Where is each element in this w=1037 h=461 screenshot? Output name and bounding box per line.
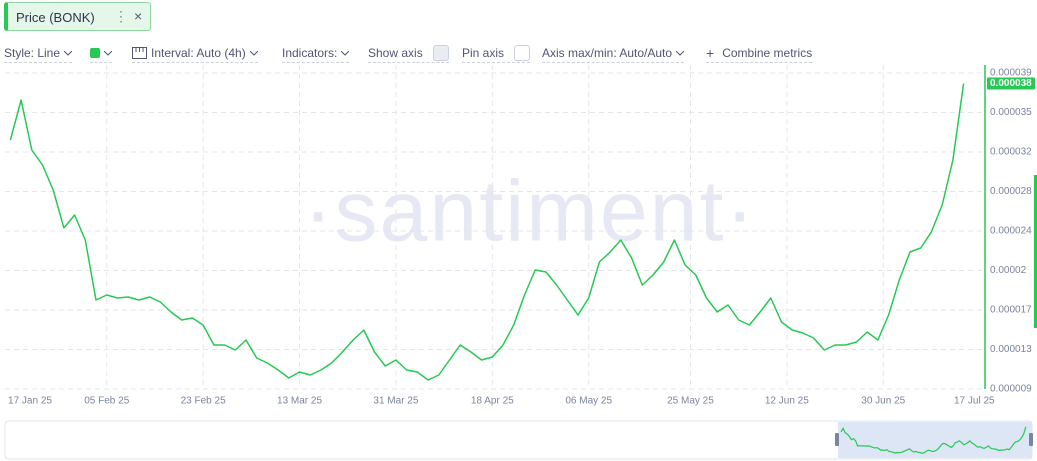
show-axis-toggle[interactable]: Show axis xyxy=(368,44,449,63)
y-tick-label: 0.00002 xyxy=(990,265,1027,276)
y-tick-label: 0.000032 xyxy=(990,147,1032,158)
interval-icon xyxy=(132,47,147,59)
chevron xyxy=(249,50,258,56)
last-value-label: 0.000038 xyxy=(990,78,1032,89)
color-swatch xyxy=(90,48,100,58)
axis-minmax-label: Axis max/min: Auto/Auto xyxy=(542,46,673,60)
color-select[interactable] xyxy=(90,44,112,63)
indicators-select[interactable]: Indicators: xyxy=(282,44,350,63)
pin-axis-toggle[interactable]: Pin axis xyxy=(462,44,531,63)
metric-tab[interactable]: Price (BONK) ⋮ × xyxy=(4,2,151,31)
x-tick-label: 25 May 25 xyxy=(667,396,714,407)
x-tick-label: 23 Feb 25 xyxy=(181,396,226,407)
interval-label: Interval: Auto (4h) xyxy=(151,46,246,60)
watermark: ·santiment· xyxy=(304,164,756,260)
combine-button[interactable]: + Combine metrics xyxy=(706,44,813,63)
combine-label: Combine metrics xyxy=(722,46,813,60)
navigator[interactable] xyxy=(4,420,1033,460)
chevron xyxy=(104,50,112,56)
tab-title: Price (BONK) xyxy=(16,10,95,25)
tab-close[interactable]: × xyxy=(134,8,143,24)
chevron xyxy=(64,50,73,56)
x-tick-label: 30 Jun 25 xyxy=(861,396,905,407)
pin-axis-label: Pin axis xyxy=(462,46,505,60)
x-tick-label: 17 Jul 25 xyxy=(954,396,995,407)
navigator-selection[interactable] xyxy=(838,422,1032,458)
x-tick-label: 13 Mar 25 xyxy=(277,396,322,407)
checkbox-checked xyxy=(432,45,449,61)
style-select[interactable]: Style: Line xyxy=(4,44,73,63)
y-tick-label: 0.000009 xyxy=(990,384,1032,395)
last-value-badge xyxy=(987,77,1035,90)
y-tick-label: 0.000039 xyxy=(990,68,1032,79)
indicators-label: Indicators: xyxy=(282,46,338,60)
show-axis-label: Show axis xyxy=(368,46,423,60)
tab-menu[interactable]: ⋮ xyxy=(114,8,128,24)
plus-icon: + xyxy=(706,45,715,61)
navigator-handle[interactable] xyxy=(1029,433,1033,446)
x-tick-label: 12 Jun 25 xyxy=(765,396,809,407)
navigator-line xyxy=(840,426,1027,454)
x-tick-label: 17 Jan 25 xyxy=(8,396,52,407)
checkbox xyxy=(514,45,531,61)
x-tick-label: 06 May 25 xyxy=(565,396,612,407)
x-tick-label: 05 Feb 25 xyxy=(84,396,129,407)
y-tick-label: 0.000028 xyxy=(990,186,1032,197)
y-tick-label: 0.000024 xyxy=(990,226,1032,237)
chevron xyxy=(676,50,685,56)
axis-minmax-select[interactable]: Axis max/min: Auto/Auto xyxy=(542,44,685,63)
x-tick-label: 18 Apr 25 xyxy=(471,396,514,407)
y-tick-label: 0.000013 xyxy=(990,344,1032,355)
style-label: Style: Line xyxy=(4,46,61,60)
navigator-handle[interactable] xyxy=(835,433,839,446)
interval-select[interactable]: Interval: Auto (4h) xyxy=(132,44,258,63)
x-tick-label: 31 Mar 25 xyxy=(373,396,418,407)
y-tick-label: 0.000035 xyxy=(990,107,1032,118)
price-line xyxy=(9,83,965,381)
chevron xyxy=(341,50,350,56)
y-tick-label: 0.000017 xyxy=(990,305,1032,316)
